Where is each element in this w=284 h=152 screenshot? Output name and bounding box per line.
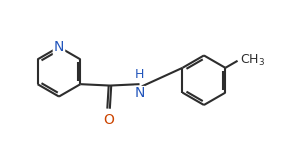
Text: N: N bbox=[134, 86, 145, 100]
Text: N: N bbox=[54, 40, 64, 54]
Text: CH$_3$: CH$_3$ bbox=[239, 53, 265, 68]
Text: H: H bbox=[135, 68, 144, 81]
Text: O: O bbox=[103, 113, 114, 127]
